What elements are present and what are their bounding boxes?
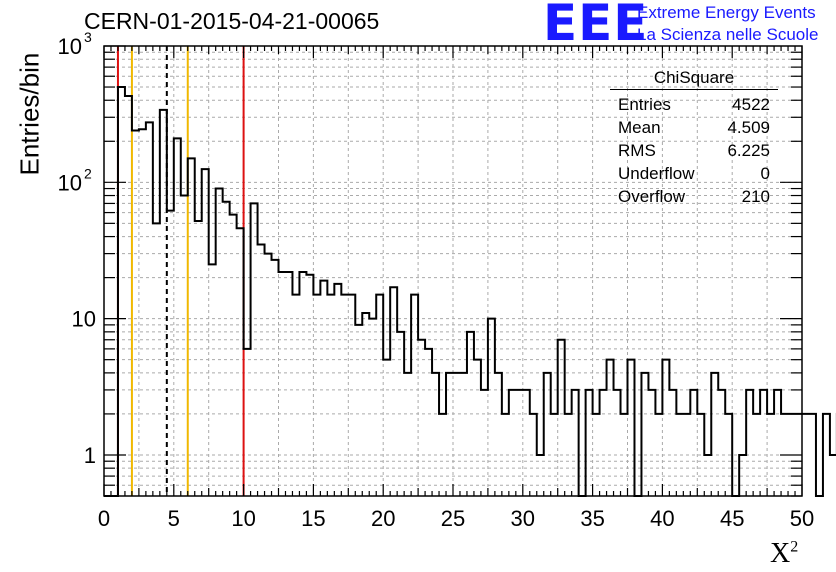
grid-lines bbox=[104, 46, 802, 496]
stats-box-title: ChiSquare bbox=[610, 67, 778, 90]
stats-label: Entries bbox=[618, 95, 671, 114]
stats-row-underflow: Underflow 0 bbox=[610, 162, 778, 185]
x-axis: 0 5 10 15 20 25 30 35 40 45 50 bbox=[98, 46, 814, 531]
x-tick-label: 40 bbox=[650, 506, 674, 531]
stats-row-rms: RMS 6.225 bbox=[610, 139, 778, 162]
stats-value: 6.225 bbox=[727, 141, 770, 160]
histogram-series bbox=[104, 86, 836, 497]
logo-caption-line2: La Scienza nelle Scuole bbox=[637, 25, 819, 44]
stats-label: RMS bbox=[618, 141, 656, 160]
y-tick-label: 1 bbox=[84, 443, 96, 468]
x-tick-label: 20 bbox=[371, 506, 395, 531]
y-axis-label: Entries/bin bbox=[14, 52, 45, 176]
x-tick-label: 25 bbox=[441, 506, 465, 531]
x-tick-label: 5 bbox=[168, 506, 180, 531]
stats-value: 4522 bbox=[732, 95, 770, 114]
logo-caption-line1: Extreme Energy Events bbox=[637, 3, 816, 22]
y-tick-label: 10 bbox=[58, 34, 82, 59]
y-tick-label: 10 bbox=[72, 307, 96, 332]
eee-logo: EEE bbox=[543, 0, 649, 52]
x-tick-label: 45 bbox=[720, 506, 744, 531]
y-tick-label-exponent: 2 bbox=[84, 165, 92, 181]
stats-row-entries: Entries 4522 bbox=[610, 93, 778, 116]
x-axis-label-superscript: 2 bbox=[790, 538, 799, 556]
stats-value: 210 bbox=[741, 187, 770, 206]
x-tick-label: 30 bbox=[511, 506, 535, 531]
stats-box: ChiSquare Entries 4522 Mean 4.509 RMS 6.225… bbox=[610, 67, 778, 208]
stats-row-overflow: Overflow 210 bbox=[610, 185, 778, 208]
stats-value: 0 bbox=[760, 164, 770, 183]
stats-value: 4.509 bbox=[727, 118, 770, 137]
x-tick-label: 10 bbox=[231, 506, 255, 531]
reference-lines bbox=[116, 46, 245, 496]
y-tick-label-exponent: 3 bbox=[84, 29, 92, 45]
x-axis-label: X2 bbox=[770, 538, 798, 570]
x-tick-label: 50 bbox=[790, 506, 814, 531]
x-tick-label: 35 bbox=[580, 506, 604, 531]
stats-label: Overflow bbox=[618, 187, 686, 206]
x-tick-label: 0 bbox=[98, 506, 110, 531]
y-tick-label: 10 bbox=[58, 170, 82, 195]
run-title: CERN-01-2015-04-21-00065 bbox=[84, 8, 380, 34]
stats-label: Underflow bbox=[618, 164, 695, 183]
stats-row-mean: Mean 4.509 bbox=[610, 116, 778, 139]
x-tick-label: 15 bbox=[301, 506, 325, 531]
x-axis-label-symbol: X bbox=[770, 538, 791, 569]
stats-label: Mean bbox=[618, 118, 661, 137]
